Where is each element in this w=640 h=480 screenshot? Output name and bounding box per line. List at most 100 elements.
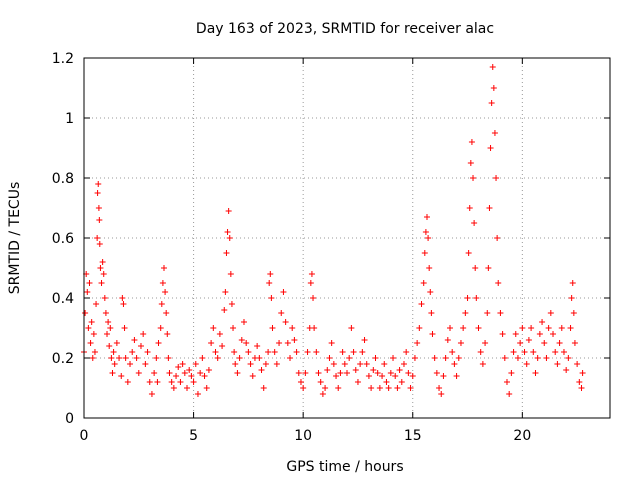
data-point [485, 265, 492, 271]
data-point [108, 355, 115, 361]
data-point [97, 265, 104, 271]
data-point [297, 379, 304, 385]
data-point [494, 235, 501, 241]
data-point [289, 325, 296, 331]
data-point [107, 325, 114, 331]
data-point [232, 361, 239, 367]
data-point [240, 319, 247, 325]
y-tick-label: 0.6 [52, 231, 74, 247]
data-point [571, 340, 578, 346]
data-point [568, 295, 575, 301]
data-point [570, 310, 577, 316]
x-tick-label: 0 [80, 428, 89, 444]
x-axis-label: GPS time / hours [286, 459, 403, 475]
data-point [532, 370, 539, 376]
data-point [493, 175, 500, 181]
data-point [398, 379, 405, 385]
data-point [475, 325, 482, 331]
data-point [271, 349, 278, 355]
data-point [451, 361, 458, 367]
data-point [228, 301, 235, 307]
x-tick-label: 5 [189, 428, 198, 444]
y-tick-label: 1 [65, 111, 74, 127]
data-point [488, 100, 495, 106]
data-point [499, 331, 506, 337]
data-point [390, 355, 397, 361]
data-point [319, 391, 326, 397]
data-point [379, 373, 386, 379]
data-point [407, 385, 414, 391]
data-point [438, 391, 445, 397]
data-point [280, 289, 287, 295]
data-point [175, 364, 182, 370]
data-point [466, 205, 473, 211]
data-point [348, 325, 355, 331]
data-point [512, 331, 519, 337]
data-point [221, 307, 228, 313]
data-point [517, 340, 524, 346]
data-point [317, 379, 324, 385]
data-point [503, 379, 510, 385]
data-point [266, 280, 273, 286]
data-point [322, 385, 329, 391]
data-point [392, 373, 399, 379]
data-point [447, 325, 454, 331]
data-point [170, 385, 177, 391]
data-point [247, 361, 254, 367]
data-point [129, 349, 136, 355]
data-point [194, 391, 201, 397]
data-point [547, 310, 554, 316]
data-point [400, 361, 407, 367]
data-point [370, 367, 377, 373]
data-point [567, 325, 574, 331]
data-point [510, 349, 517, 355]
data-point [396, 367, 403, 373]
data-point [282, 319, 289, 325]
data-point [315, 370, 322, 376]
data-point [464, 295, 471, 301]
data-point [387, 370, 394, 376]
data-point [106, 343, 113, 349]
y-tick-label: 0 [65, 411, 74, 427]
y-tick-label: 0.2 [52, 351, 74, 367]
data-point [284, 340, 291, 346]
data-point [131, 337, 138, 343]
data-point [197, 370, 204, 376]
data-point [212, 349, 219, 355]
data-point [254, 343, 261, 349]
data-point [101, 295, 108, 301]
data-point [569, 280, 576, 286]
data-point [265, 349, 272, 355]
data-point [409, 373, 416, 379]
data-point [383, 379, 390, 385]
data-point [236, 355, 243, 361]
data-point [205, 367, 212, 373]
axis-ticks: 0 5 10 15 20 0 0.2 0.4 0.6 0.8 1 1.2 [52, 51, 610, 444]
data-point [201, 373, 208, 379]
grid [84, 58, 610, 418]
data-point [354, 379, 361, 385]
data-point [262, 361, 269, 367]
data-point [579, 370, 586, 376]
data-point [539, 319, 546, 325]
data-point [227, 271, 234, 277]
data-point [293, 349, 300, 355]
data-point [89, 355, 96, 361]
data-point [133, 355, 140, 361]
data-point [530, 349, 537, 355]
data-point [99, 259, 106, 265]
data-point [335, 385, 342, 391]
data-point [105, 319, 112, 325]
data-point [429, 331, 436, 337]
data-point [578, 385, 585, 391]
data-point [94, 190, 101, 196]
data-point [95, 205, 102, 211]
data-point [462, 310, 469, 316]
data-point [545, 325, 552, 331]
data-point [326, 355, 333, 361]
data-point [287, 355, 294, 361]
data-point [268, 295, 275, 301]
data-point [113, 340, 120, 346]
data-point [190, 379, 197, 385]
